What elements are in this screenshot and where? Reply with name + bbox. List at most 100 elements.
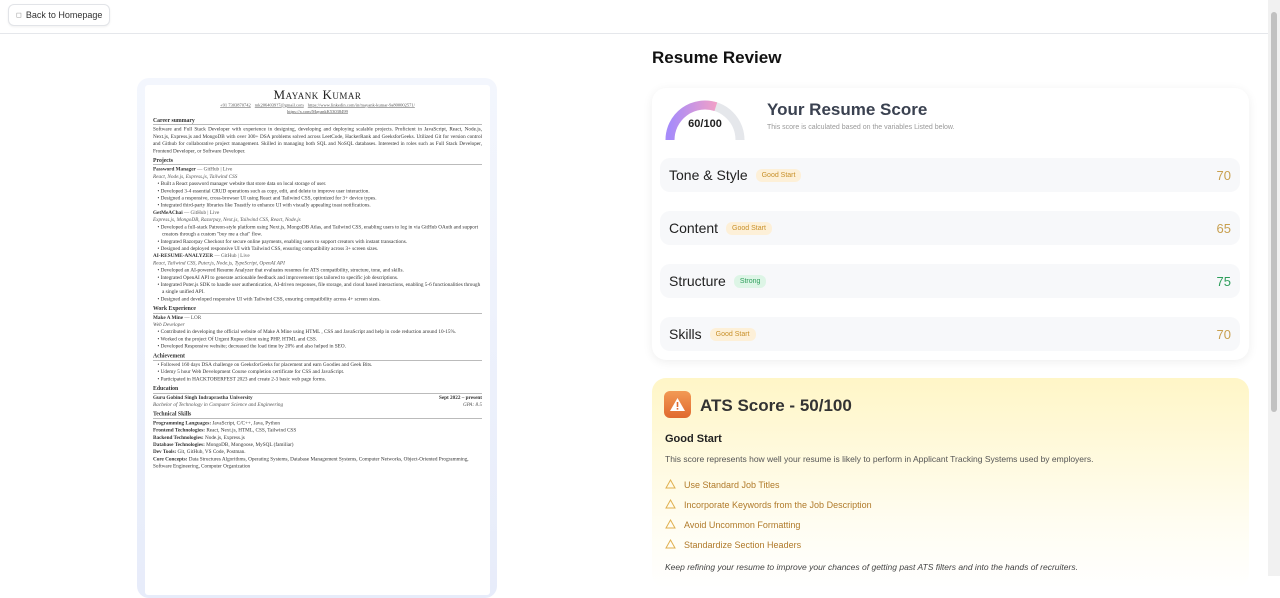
project-name: AI-RESUME-ANALYZER	[153, 253, 214, 259]
bullet: Udemy 5 hour Web Development Course comp…	[161, 369, 482, 376]
bullet: Integrated Puter.js SDK to handle user a…	[161, 281, 482, 295]
top-bar: ◻ Back to Homepage	[0, 0, 1268, 34]
skill-line: Dev Tools: Git, GitHub, VS Code, Postman…	[153, 449, 482, 456]
section-title: Career summary	[153, 117, 482, 126]
bullet: Followed 160 days DSA challenge on Geeks…	[161, 362, 482, 369]
category-score: 70	[1216, 326, 1231, 342]
skill-value: Git, GitHub, VS Code, Postman.	[177, 449, 246, 455]
warning-icon	[665, 518, 676, 531]
skill-line: Database Technologies: MongoDB, Mongoose…	[153, 442, 482, 449]
category-row-structure[interactable]: Structure Strong 75	[660, 264, 1240, 298]
category-name: Tone & Style	[669, 167, 748, 183]
scrollbar[interactable]	[1268, 0, 1280, 576]
bullet-list: Developed an AI-powered Resume Analyzer …	[153, 267, 482, 303]
skill-line: Backend Technologies: Node.js, Express.j…	[153, 434, 482, 441]
bullet: Developed a full-stack Patreon-style pla…	[161, 224, 482, 238]
bullet-list: Developed a full-stack Patreon-style pla…	[153, 224, 482, 253]
back-label: Back to Homepage	[25, 10, 103, 20]
score-gauge	[665, 100, 745, 140]
skill-label: Backend Technologies:	[153, 434, 204, 441]
bullet: Designed and deployed responsive UI with…	[161, 245, 482, 252]
bullet: Integrated Razorpay Checkout for secure …	[161, 238, 482, 245]
resume-score-card: 60/100 Your Resume Score This score is c…	[652, 88, 1249, 360]
category-row-tone-style[interactable]: Tone & Style Good Start 70	[660, 158, 1240, 192]
warning-icon	[665, 498, 676, 511]
contact-item[interactable]: https://x.com/MayankK53038499	[287, 109, 348, 114]
page-title: Resume Review	[652, 48, 782, 67]
education-row: Bachelor of Technology in Computer Scien…	[153, 402, 482, 409]
project-name: Password Manager	[153, 166, 196, 173]
score-subtitle: This score is calculated based on the va…	[767, 124, 955, 131]
warning-icon	[664, 391, 691, 418]
project-links[interactable]: — GitHub | Live	[214, 253, 250, 259]
skill-value: MongoDB, Mongoose, MySQL (familiar)	[206, 442, 294, 448]
tip-text: Avoid Uncommon Formatting	[684, 520, 801, 530]
ats-tip: Standardize Section Headers	[665, 535, 872, 555]
skill-value: Node.js, Express.js	[204, 434, 245, 441]
bullet: Developed Responsive website; decreased …	[161, 343, 482, 350]
ats-tip: Use Standard Job Titles	[665, 475, 872, 495]
skill-value: React, Next.js, HTML, CSS, Tailwind CSS	[206, 427, 297, 434]
arrow-left-icon: ◻	[16, 12, 22, 19]
contact-item[interactable]: mk2064039?7@gmail.com	[254, 102, 304, 108]
project-title: Password Manager — GitHub | Live	[153, 166, 482, 173]
ats-title: ATS Score - 50/100	[700, 396, 852, 415]
category-row-skills[interactable]: Skills Good Start 70	[660, 317, 1240, 351]
bullet-list: Followed 160 days DSA challenge on Geeks…	[153, 362, 482, 384]
resume-name: Mayank Kumar	[273, 87, 362, 102]
project-links[interactable]: — GitHub | Live	[197, 166, 233, 173]
gpa: GPA: 8.5	[463, 402, 482, 408]
bullet: Designed and developed responsive UI wit…	[161, 296, 482, 303]
skill-line: Core Concepts: Data Structures Algorithm…	[153, 456, 482, 470]
ats-description: This score represents how well your resu…	[665, 454, 1094, 464]
project-links[interactable]: — GitHub | Live	[184, 209, 220, 216]
category-row-content[interactable]: Content Good Start 65	[660, 211, 1240, 245]
work-name: Make A Mine	[153, 314, 184, 321]
gauge-fill	[665, 100, 718, 140]
resume-preview[interactable]: Mayank Kumar +91 7303870742 mk2064039?7@gm…	[137, 78, 497, 598]
project-stack: React, Tailwind CSS, Puter.js, Node.js, …	[153, 260, 285, 266]
project-name: GetMeAChai	[153, 209, 183, 216]
work-role: Web Developer	[153, 321, 185, 328]
contact-item[interactable]: +91 7303870742	[220, 102, 251, 108]
bullet-list: Contributed in developing the official w…	[153, 329, 482, 351]
bullet: Integrated OpenAI API to generate action…	[161, 274, 482, 281]
skill-line: Programming Languages: JavaScript, C/C++…	[153, 420, 482, 427]
skill-label: Core Concepts:	[153, 456, 188, 462]
skill-line: Frontend Technologies: React, Next.js, H…	[153, 427, 482, 434]
tip-text: Use Standard Job Titles	[684, 480, 780, 490]
status-badge: Good Start	[709, 327, 756, 341]
score-value: 60/100	[688, 118, 722, 130]
project-title: GetMeAChai — GitHub | Live	[153, 209, 482, 216]
tip-text: Incorporate Keywords from the Job Descri…	[684, 500, 872, 510]
tip-text: Standardize Section Headers	[684, 540, 802, 550]
school: Guru Gobind Singh Indraprastha Universit…	[153, 394, 253, 401]
bullet: Participated in HACKTOBERFEST 2023 and c…	[161, 376, 482, 383]
skill-label: Programming Languages:	[153, 420, 212, 426]
section-title: Projects	[153, 157, 482, 166]
dates: Sept 2022 – present	[438, 394, 482, 401]
resume-contact: +91 7303870742 mk2064039?7@gmail.com https…	[153, 102, 482, 115]
ats-card: ATS Score - 50/100 Good Start This score…	[652, 378, 1249, 588]
back-to-homepage-button[interactable]: ◻ Back to Homepage	[8, 4, 111, 26]
category-score: 65	[1216, 220, 1231, 236]
skill-value: JavaScript, C/C++, Java, Python	[212, 420, 280, 426]
contact-item[interactable]: https://www.linkedin.com/in/mayank-kumar…	[307, 102, 415, 108]
project-stack: React, Node.js, Express.js, Tailwind CSS	[153, 173, 238, 180]
project-title: AI-RESUME-ANALYZER — GitHub | Live	[153, 253, 482, 260]
degree: Bachelor of Technology in Computer Scien…	[153, 402, 284, 408]
bullet-list: Built a React password manager website t…	[153, 181, 482, 210]
summary-text: Software and Full Stack Developer with e…	[153, 126, 482, 154]
scrollbar-thumb[interactable]	[1271, 12, 1277, 412]
warning-icon	[665, 538, 676, 551]
score-title: Your Resume Score	[767, 100, 928, 119]
section-title: Technical Skills	[153, 411, 482, 419]
section-title: Achievement	[153, 352, 482, 361]
ats-heading: Good Start	[665, 433, 722, 445]
category-score: 75	[1216, 273, 1231, 289]
skill-label: Database Technologies:	[153, 442, 205, 448]
category-name: Structure	[669, 273, 726, 289]
bullet: Integrated third-party libraries like To…	[161, 202, 482, 209]
category-name: Skills	[669, 326, 702, 342]
work-links[interactable]: — LOR	[184, 314, 202, 321]
